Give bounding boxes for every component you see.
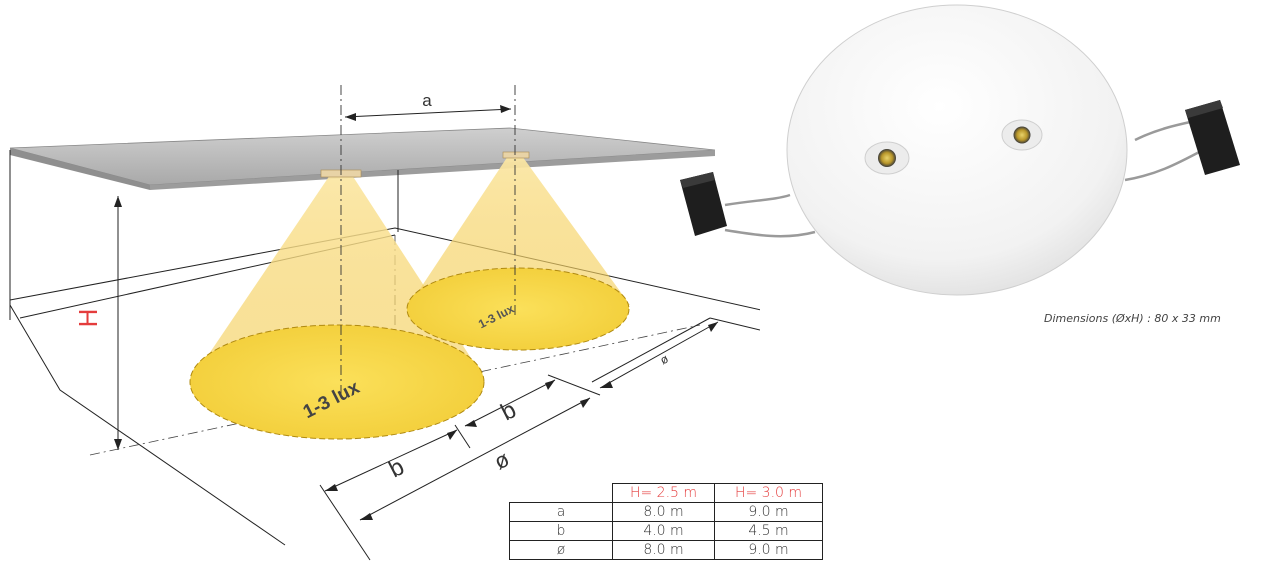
table-cell: 8.0 m [612, 502, 715, 522]
table-header-row: H= 2.5 m H= 3.0 m [509, 483, 823, 503]
table-cell: 8.0 m [612, 540, 715, 560]
lighting-layout-diagram: a H b b ø ø 1-3 lux 1-3 lux [9, 85, 760, 561]
dim-label-b-right: b [497, 396, 521, 426]
fixture-axes [340, 85, 516, 395]
table-row: ø 8.0 m 9.0 m [509, 540, 823, 560]
dim-label-a: a [422, 91, 432, 110]
product-dimensions-caption: Dimensions (ØxH) : 80 x 33 mm [1044, 312, 1221, 325]
light-cone-small [406, 151, 630, 351]
table-cell: 9.0 m [714, 502, 823, 522]
table-row: a 8.0 m 9.0 m [509, 502, 823, 522]
led-left [864, 141, 910, 175]
table-row-label: ø [509, 540, 613, 560]
table-row-label: b [509, 521, 613, 541]
table-cell: 4.0 m [612, 521, 715, 541]
spacing-table: H= 2.5 m H= 3.0 m a 8.0 m 9.0 m b 4.0 m … [509, 483, 823, 560]
light-disc [786, 4, 1128, 296]
table-row: b 4.0 m 4.5 m [509, 521, 823, 541]
table-header-cell: H= 2.5 m [612, 483, 715, 503]
dim-label-h: H [73, 309, 103, 328]
led-right [1001, 119, 1043, 151]
ceiling-slab [9, 127, 716, 320]
table-header-cell: H= 3.0 m [714, 483, 823, 503]
dim-label-phi-right: ø [658, 351, 671, 367]
table-cell: 4.5 m [714, 521, 823, 541]
dim-label-phi-bottom: ø [490, 446, 513, 474]
spring-clips [724, 118, 1204, 238]
table-row-label: a [509, 502, 613, 522]
dimension-h [114, 196, 122, 450]
floor-dimensions [319, 317, 760, 561]
dim-label-b-left: b [385, 453, 409, 483]
clip-block-right [1185, 100, 1240, 175]
product-photo [680, 4, 1240, 296]
table-cell: 9.0 m [714, 540, 823, 560]
table-header-cell [509, 483, 613, 503]
dimension-a [344, 105, 512, 121]
clip-block-left [680, 172, 727, 236]
